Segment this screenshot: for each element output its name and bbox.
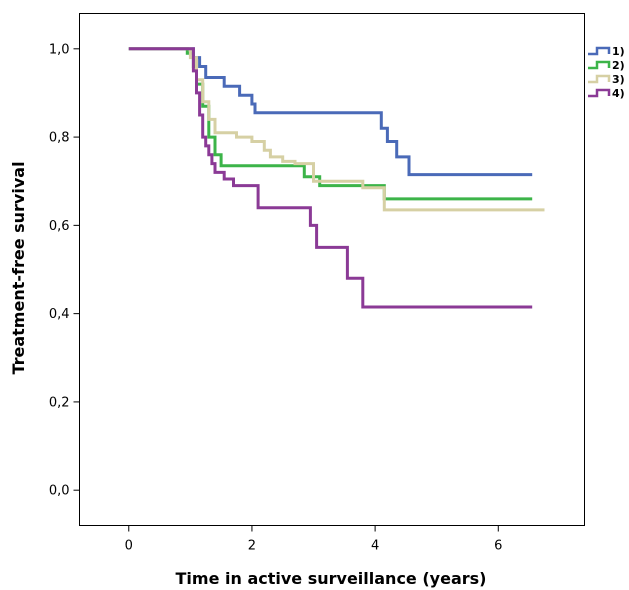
series-lines bbox=[128, 47, 545, 309]
legend-label-2: 2) bbox=[612, 59, 625, 72]
x-tick-label: 2 bbox=[248, 539, 256, 554]
plot-frame bbox=[79, 13, 585, 526]
x-tick-label: 0 bbox=[125, 539, 133, 554]
series-line-2 bbox=[128, 47, 533, 201]
y-tick-label: 0,4 bbox=[49, 307, 70, 322]
series-line-1 bbox=[128, 47, 533, 177]
y-tick-label: 0,2 bbox=[49, 395, 70, 410]
x-tick-label: 6 bbox=[494, 539, 502, 554]
y-tick-label: 0,8 bbox=[49, 131, 70, 146]
y-axis: 0,0 0,2 0,4 0,6 0,8 1,0 bbox=[49, 42, 80, 499]
y-tick-label: 1,0 bbox=[49, 42, 70, 57]
series-line-4 bbox=[128, 47, 533, 309]
legend-swatch-3 bbox=[588, 74, 611, 84]
legend-label-4: 4) bbox=[612, 87, 625, 100]
y-axis-title: Treatment-free survival bbox=[9, 161, 28, 374]
legend-swatch-2 bbox=[588, 60, 611, 70]
legend-swatch-1 bbox=[588, 46, 611, 56]
x-tick-label: 4 bbox=[371, 539, 379, 554]
y-tick-label: 0,0 bbox=[49, 484, 70, 499]
legend-swatch-4 bbox=[588, 88, 611, 98]
legend: 1)2)3)4) bbox=[588, 45, 625, 100]
series-line-3 bbox=[128, 47, 545, 212]
x-axis-title: Time in active surveillance (years) bbox=[176, 569, 487, 588]
legend-label-1: 1) bbox=[612, 45, 625, 58]
legend-label-3: 3) bbox=[612, 73, 625, 86]
y-tick-label: 0,6 bbox=[49, 219, 70, 234]
x-axis: 0 2 4 6 bbox=[125, 525, 502, 554]
